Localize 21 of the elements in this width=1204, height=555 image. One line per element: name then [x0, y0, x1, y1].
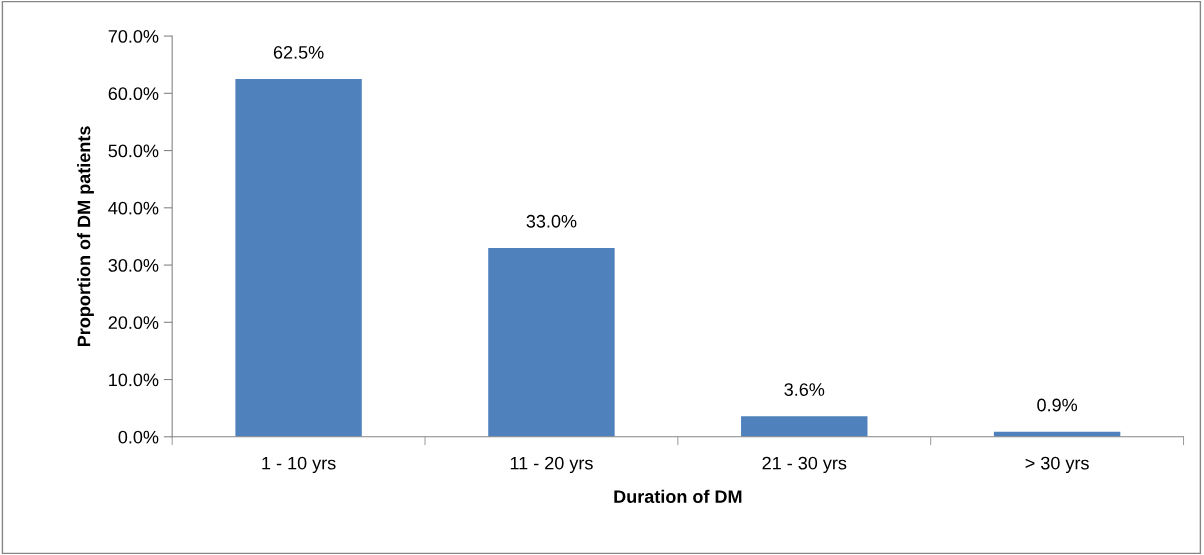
- data-label: 3.6%: [784, 383, 825, 396]
- x-tick-label: > 30 yrs: [1025, 456, 1089, 474]
- data-label: 33.0%: [526, 214, 577, 228]
- y-tick-label: 60.0%: [108, 87, 159, 101]
- y-axis-title: Proportion of DM patients: [77, 126, 94, 347]
- data-label: 62.5%: [273, 45, 324, 59]
- y-tick-label: 50.0%: [108, 144, 159, 158]
- y-tick-label: 70.0%: [108, 30, 159, 43]
- y-tick-label: 10.0%: [109, 373, 159, 387]
- y-tick-label: 40.0%: [108, 201, 159, 215]
- x-tick-label: 21 - 30 yrs: [762, 456, 847, 474]
- y-tick-label: 0.0%: [118, 430, 159, 444]
- x-tick-label: 11 - 20 yrs: [510, 456, 593, 474]
- y-tick-label: 30.0%: [108, 258, 159, 272]
- x-tick-label: 1 - 10 yrs: [262, 456, 336, 474]
- x-axis-title: Duration of DM: [614, 489, 742, 503]
- bar: [235, 79, 362, 437]
- y-tick-label: 20.0%: [108, 316, 159, 330]
- bar: [741, 416, 868, 437]
- bar: [488, 247, 615, 437]
- data-label: 0.9%: [1037, 398, 1078, 412]
